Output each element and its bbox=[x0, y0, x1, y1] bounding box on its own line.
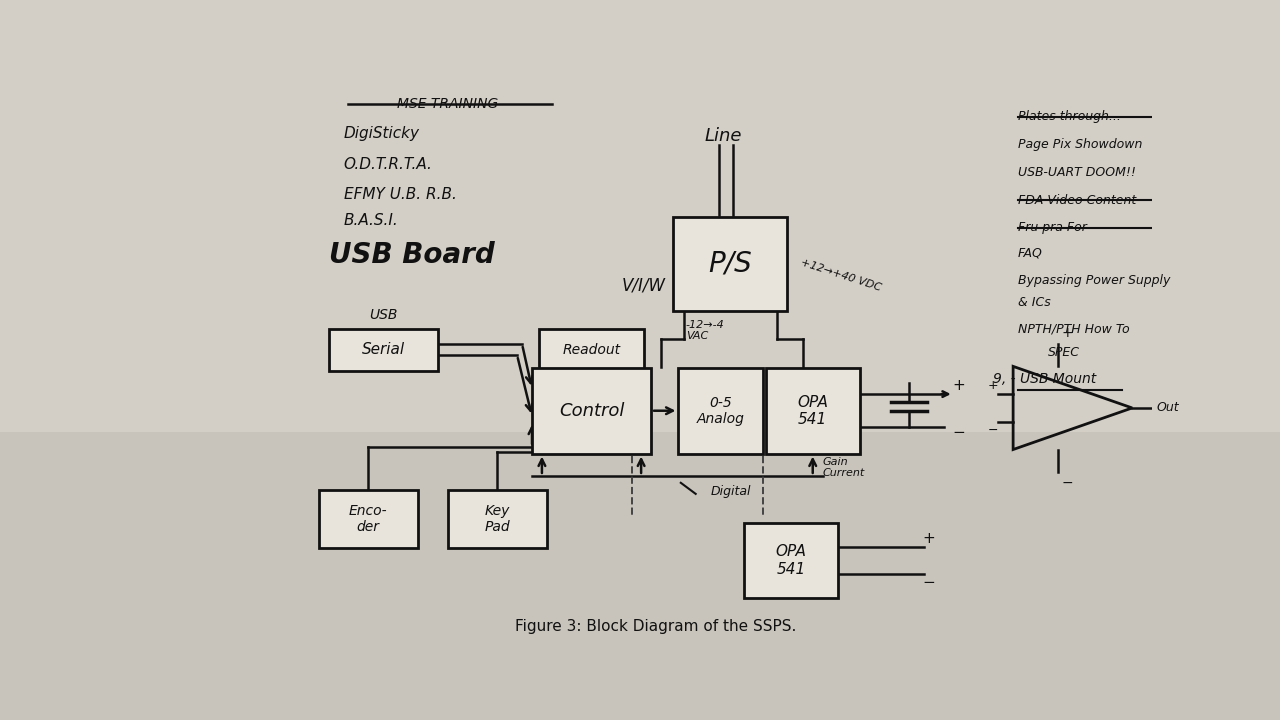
FancyBboxPatch shape bbox=[0, 0, 1280, 432]
Text: Bypassing Power Supply: Bypassing Power Supply bbox=[1018, 274, 1170, 287]
Text: +12→+40 VDC: +12→+40 VDC bbox=[800, 257, 883, 292]
FancyBboxPatch shape bbox=[319, 490, 417, 548]
FancyBboxPatch shape bbox=[539, 329, 644, 371]
Text: NPTH/PTH How To: NPTH/PTH How To bbox=[1018, 322, 1130, 336]
Text: USB-UART DOOM!!: USB-UART DOOM!! bbox=[1018, 166, 1135, 179]
Text: MSE TRAINING: MSE TRAINING bbox=[397, 97, 498, 111]
Text: -12→-4
VAC: -12→-4 VAC bbox=[686, 320, 724, 341]
Text: EFMY U.B. R.B.: EFMY U.B. R.B. bbox=[343, 187, 457, 202]
Text: Page Pix Showdown: Page Pix Showdown bbox=[1018, 138, 1143, 151]
FancyBboxPatch shape bbox=[329, 329, 438, 371]
Text: O.D.T.R.T.A.: O.D.T.R.T.A. bbox=[343, 156, 433, 171]
Text: Fru pra For: Fru pra For bbox=[1018, 221, 1087, 234]
Text: Control: Control bbox=[559, 402, 625, 420]
Text: & ICs: & ICs bbox=[1018, 296, 1051, 309]
Text: OPA
541: OPA 541 bbox=[797, 395, 828, 427]
FancyBboxPatch shape bbox=[678, 368, 763, 454]
Text: B.A.S.I.: B.A.S.I. bbox=[343, 213, 398, 228]
FancyBboxPatch shape bbox=[448, 490, 547, 548]
Text: +: + bbox=[923, 531, 936, 546]
Text: Serial: Serial bbox=[362, 342, 404, 357]
Text: Gain
Current: Gain Current bbox=[823, 456, 865, 478]
Text: Out: Out bbox=[1157, 402, 1180, 415]
Text: +: + bbox=[988, 379, 998, 392]
Text: P/S: P/S bbox=[709, 250, 753, 278]
Text: −: − bbox=[988, 423, 998, 436]
Text: SPEC: SPEC bbox=[1048, 346, 1080, 359]
Text: Readout: Readout bbox=[562, 343, 621, 356]
FancyBboxPatch shape bbox=[765, 368, 860, 454]
Text: DigiSticky: DigiSticky bbox=[343, 126, 420, 141]
Text: V/I/W: V/I/W bbox=[622, 277, 666, 295]
Text: 0-5
Analog: 0-5 Analog bbox=[696, 395, 745, 426]
Text: USB Board: USB Board bbox=[329, 241, 494, 269]
Text: 9, - USB Mount: 9, - USB Mount bbox=[993, 372, 1097, 386]
Text: Digital: Digital bbox=[710, 485, 751, 498]
Text: Figure 3: Block Diagram of the SSPS.: Figure 3: Block Diagram of the SSPS. bbox=[516, 619, 796, 634]
FancyBboxPatch shape bbox=[532, 368, 652, 454]
Text: FAQ: FAQ bbox=[1018, 246, 1043, 259]
Text: OPA
541: OPA 541 bbox=[776, 544, 806, 577]
FancyBboxPatch shape bbox=[744, 523, 838, 598]
Text: Plates through...: Plates through... bbox=[1018, 110, 1121, 123]
Text: FDA Video Content: FDA Video Content bbox=[1018, 194, 1137, 207]
Text: +: + bbox=[952, 378, 965, 393]
Text: −: − bbox=[952, 426, 965, 441]
Text: +: + bbox=[1062, 326, 1074, 340]
Text: Line: Line bbox=[705, 127, 742, 145]
FancyBboxPatch shape bbox=[673, 217, 787, 311]
Text: USB: USB bbox=[369, 308, 397, 322]
Text: −: − bbox=[1062, 476, 1074, 490]
Text: −: − bbox=[923, 575, 936, 590]
Text: Key
Pad: Key Pad bbox=[484, 504, 511, 534]
Text: Enco-
der: Enco- der bbox=[349, 504, 388, 534]
